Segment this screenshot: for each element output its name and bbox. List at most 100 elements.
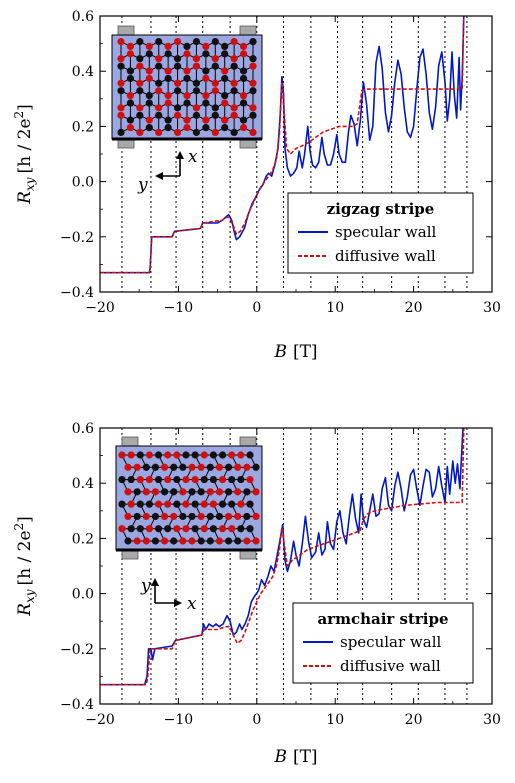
y-tick-label: 0.4 xyxy=(72,64,94,80)
lattice-atom xyxy=(127,475,135,484)
legend-title: armchair stripe xyxy=(317,610,448,628)
lattice-atom xyxy=(145,67,153,75)
x-tick-label: 10 xyxy=(326,712,344,728)
y-axis-unit: [h / 2e xyxy=(15,118,35,173)
lattice-atom xyxy=(221,42,229,51)
legend: zigzag stripe specular wall diffusive wall xyxy=(287,192,474,274)
lattice-atom xyxy=(145,99,153,107)
lattice-atom xyxy=(215,537,224,545)
lattice-atom xyxy=(170,512,178,521)
lattice-atom xyxy=(243,512,251,521)
lattice-atom xyxy=(246,525,254,533)
lattice-atom xyxy=(215,463,224,471)
lattice-atom xyxy=(218,451,227,459)
y-axis-sup: 2 xyxy=(12,523,26,531)
lattice-atom xyxy=(234,537,242,545)
lattice-atom xyxy=(191,451,199,459)
lattice-atom xyxy=(230,111,238,119)
lattice-atom xyxy=(192,87,201,95)
lattice-atom xyxy=(126,99,135,107)
lattice-atom xyxy=(239,50,248,58)
y-tick-label: 0.6 xyxy=(72,421,94,437)
lattice-atom xyxy=(155,79,163,87)
lattice-atom xyxy=(127,525,135,533)
lattice-atom xyxy=(124,488,132,496)
lattice-atom xyxy=(124,463,132,471)
lattice-atom xyxy=(155,38,163,46)
lattice-atom xyxy=(173,79,182,87)
inset-axes-arrows: yx xyxy=(140,576,197,614)
lattice-atom xyxy=(188,537,196,545)
lattice-atom xyxy=(151,537,160,545)
lattice-atom xyxy=(183,50,191,58)
lattice-atom xyxy=(179,512,187,521)
inset-x-label: x xyxy=(187,594,197,614)
x-arrow-head xyxy=(176,151,184,159)
lattice-atom xyxy=(188,463,196,471)
lattice-atom xyxy=(246,451,254,459)
lattice-atom xyxy=(230,104,238,112)
x-arrow-head xyxy=(174,599,182,607)
lattice-atom xyxy=(237,500,245,508)
lattice-atom xyxy=(206,512,214,521)
lattice-atom xyxy=(126,124,135,132)
lattice-atom xyxy=(124,537,132,545)
lattice-atom xyxy=(173,62,182,70)
lattice-atom xyxy=(234,488,242,496)
lattice-atom xyxy=(191,500,199,508)
lattice-atom xyxy=(183,91,191,100)
lattice-atom xyxy=(127,500,135,508)
lattice-atom xyxy=(192,55,201,63)
lattice-atom xyxy=(211,79,219,87)
y-tick-label: 0.0 xyxy=(72,587,94,603)
lattice-atom xyxy=(136,500,144,508)
lattice-atom xyxy=(117,62,125,70)
lattice-atom xyxy=(182,525,190,533)
lattice-atom xyxy=(249,62,257,70)
lattice-atom xyxy=(155,87,163,95)
lattice-atom xyxy=(136,525,144,533)
lattice-atom xyxy=(117,38,125,46)
lattice-atom xyxy=(211,62,219,70)
lattice-atom xyxy=(183,124,191,132)
x-tick-label: 20 xyxy=(405,712,423,728)
lattice-atom xyxy=(142,537,150,545)
lattice-atom xyxy=(154,525,163,533)
legend-label: diffusive wall xyxy=(340,657,441,675)
lattice-atom xyxy=(145,500,154,508)
y-axis-sub: xy xyxy=(23,177,37,191)
lattice-atom xyxy=(191,475,199,484)
lattice-atom xyxy=(126,91,135,100)
lattice-atom xyxy=(117,55,125,63)
lattice-atom xyxy=(249,104,257,112)
lattice-atom xyxy=(164,42,172,51)
x-tick-label: −10 xyxy=(164,712,194,728)
lattice-atom xyxy=(155,104,163,112)
lattice-atom xyxy=(142,512,150,521)
lattice-atom xyxy=(118,500,126,508)
lattice-atom xyxy=(154,475,163,484)
lattice-atom xyxy=(239,99,248,107)
lattice-atom xyxy=(133,463,141,471)
lattice-atom xyxy=(145,475,154,484)
x-tick-label: 30 xyxy=(483,300,501,316)
x-tick-label: −10 xyxy=(164,300,194,316)
lattice-atom xyxy=(192,111,201,119)
lattice-atom xyxy=(202,42,210,51)
lattice-atom xyxy=(164,124,172,132)
armchair-lattice-inset xyxy=(115,436,263,560)
lattice-atom xyxy=(145,42,153,51)
lattice-atom xyxy=(117,79,125,87)
y-tick-label: −0.4 xyxy=(60,285,94,301)
lattice-atom xyxy=(183,67,191,75)
lattice-atom xyxy=(221,99,229,107)
lattice-atom xyxy=(118,525,126,533)
lattice-atom xyxy=(164,475,172,484)
lattice-atom xyxy=(252,488,260,496)
y-tick-label: 0.6 xyxy=(72,9,94,25)
lattice-atom xyxy=(224,537,233,545)
x-axis-label: B [T] xyxy=(273,342,317,362)
specular-wall-line xyxy=(100,16,465,274)
lattice-atom xyxy=(221,91,229,100)
